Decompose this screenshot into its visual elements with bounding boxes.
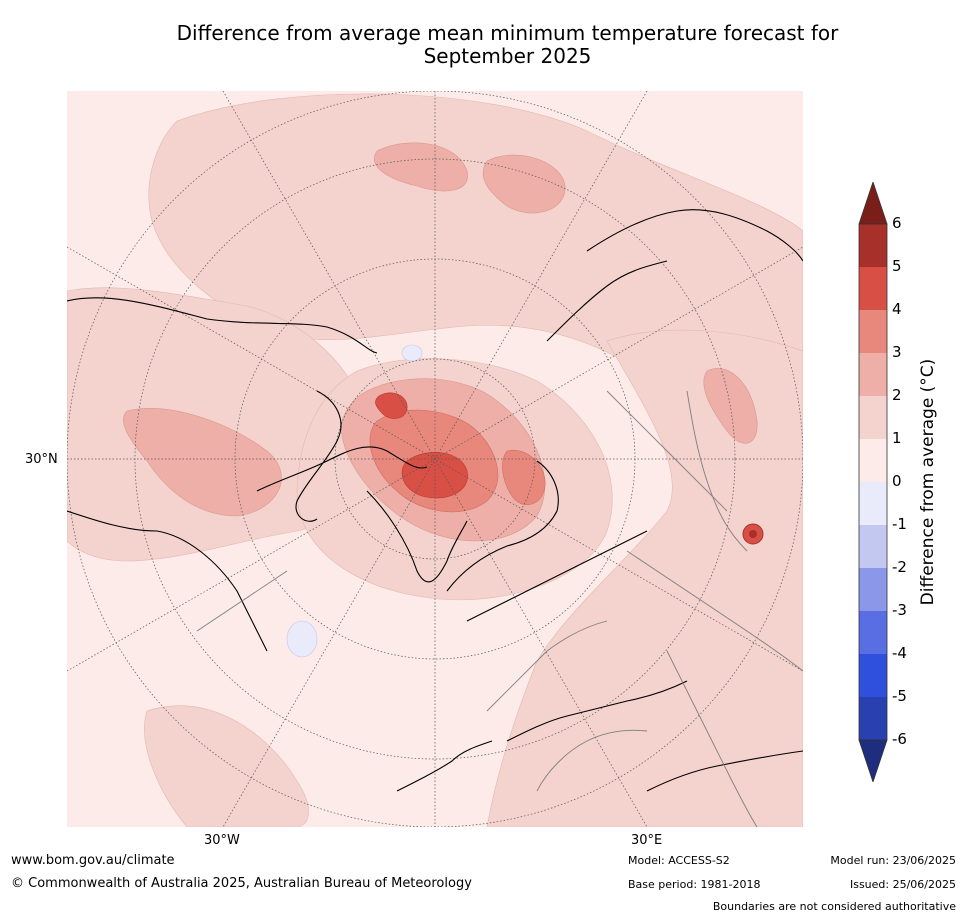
anomaly-hotspot-asia-core — [749, 530, 757, 538]
colorbar-tick-label: 4 — [892, 300, 902, 318]
title-line-2: September 2025 — [423, 44, 592, 68]
colorbar-tick-label: -4 — [892, 644, 907, 662]
map-canvas — [67, 91, 803, 827]
colorbar-segment — [859, 353, 887, 396]
colorbar-tick-label: 2 — [892, 386, 902, 404]
anomaly-2-3-pacific — [374, 142, 468, 192]
colorbar-tick-label: -5 — [892, 687, 907, 705]
anomaly-4-5-arctic — [401, 452, 468, 499]
graticule — [67, 91, 803, 827]
colorbar-tick-label: -2 — [892, 558, 907, 576]
colorbar-segment — [859, 224, 887, 267]
colorbar-segment — [859, 310, 887, 353]
colorbar-tick-label: 1 — [892, 429, 902, 447]
longitude-label-30w: 30°W — [204, 833, 240, 848]
latitude-label-30n: 30°N — [25, 452, 58, 467]
anomaly-3-4-greenland-sea — [502, 449, 546, 505]
anomaly-cool-atlantic — [286, 620, 318, 658]
footer-base-period: Base period: 1981-2018 — [628, 878, 761, 891]
colorbar-segment — [859, 525, 887, 568]
country-borders — [196, 390, 803, 827]
chart-title: Difference from average mean minimum tem… — [40, 22, 965, 68]
colorbar-segment — [859, 396, 887, 439]
longitude-label-30e: 30°E — [631, 833, 663, 848]
anomaly-4-5-beaufort — [375, 392, 408, 419]
colorbar-tick-label: -3 — [892, 601, 907, 619]
colorbar-segment — [859, 611, 887, 654]
colorbar-tick-label: 0 — [892, 472, 902, 490]
anomaly-2-3-canada — [123, 408, 282, 517]
polar-map — [67, 91, 803, 827]
colorbar-segment — [859, 439, 887, 482]
colorbar-segments — [858, 182, 888, 782]
coastlines — [67, 209, 803, 792]
footer-copyright: © Commonwealth of Australia 2025, Austra… — [11, 876, 472, 891]
colorbar-segment — [859, 267, 887, 310]
footer-model-run: Model run: 23/06/2025 — [830, 854, 956, 867]
anomaly-cool-arctic — [401, 344, 423, 362]
colorbar-label: Difference from average (°C) — [918, 358, 938, 606]
colorbar-arrow-max — [858, 182, 888, 225]
colorbar-segment — [859, 568, 887, 611]
footer-disclaimer: Boundaries are not considered authoritat… — [712, 900, 956, 913]
colorbar-segment — [859, 697, 887, 740]
colorbar-tick-label: 3 — [892, 343, 902, 361]
colorbar-segment — [859, 654, 887, 697]
colorbar-tick-label: 5 — [892, 257, 902, 275]
footer-issued: Issued: 25/06/2025 — [849, 878, 956, 891]
colorbar-segment — [859, 482, 887, 525]
colorbar-tick-label: 6 — [892, 214, 902, 232]
anomaly-1-2-atlantic — [144, 705, 309, 827]
footer-url[interactable]: www.bom.gov.au/climate — [11, 853, 175, 868]
title-line-1: Difference from average mean minimum tem… — [176, 21, 839, 45]
colorbar-frame — [858, 223, 888, 741]
colorbar — [858, 182, 888, 782]
anomaly-2-3-pacific-east — [482, 154, 566, 214]
colorbar-arrow-min — [858, 739, 888, 782]
colorbar-tick-label: -6 — [892, 730, 907, 748]
colorbar-tick-label: -1 — [892, 515, 907, 533]
footer-model: Model: ACCESS-S2 — [628, 854, 730, 867]
